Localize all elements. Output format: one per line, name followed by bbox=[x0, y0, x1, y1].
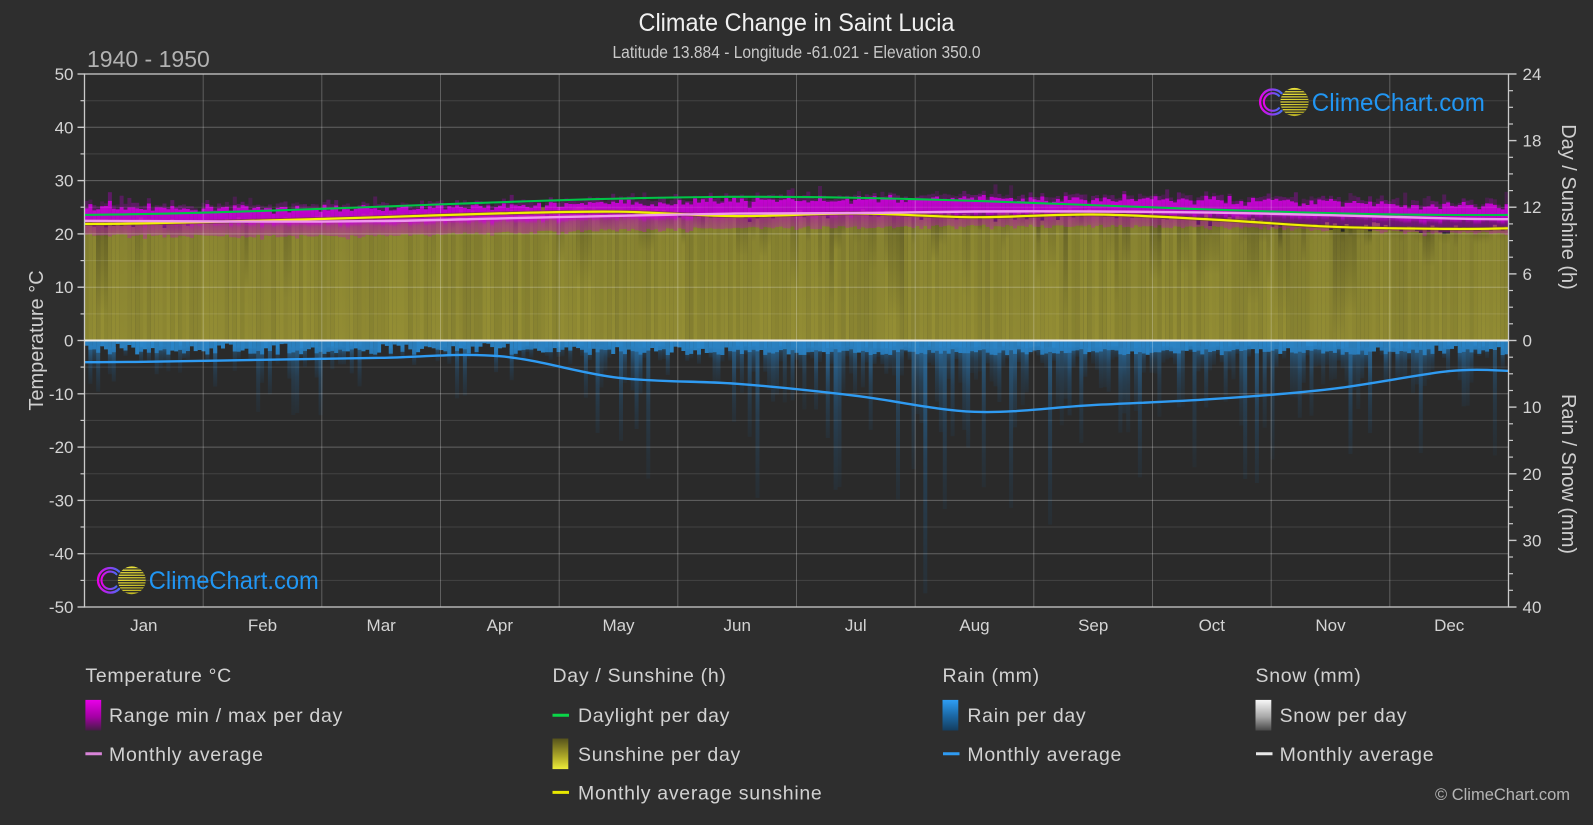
svg-text:Feb: Feb bbox=[248, 616, 277, 635]
svg-text:© ClimeChart.com: © ClimeChart.com bbox=[1435, 786, 1570, 804]
svg-text:Latitude 13.884 - Longitude -6: Latitude 13.884 - Longitude -61.021 - El… bbox=[613, 42, 981, 62]
svg-text:Oct: Oct bbox=[1199, 616, 1226, 635]
svg-text:0: 0 bbox=[1523, 332, 1532, 351]
svg-text:Daylight per day: Daylight per day bbox=[578, 705, 730, 727]
svg-text:Jun: Jun bbox=[723, 616, 750, 635]
svg-text:30: 30 bbox=[55, 172, 74, 191]
svg-text:Rain per day: Rain per day bbox=[967, 705, 1086, 727]
svg-text:10: 10 bbox=[1523, 398, 1542, 417]
svg-text:Monthly average: Monthly average bbox=[967, 744, 1122, 766]
svg-text:-10: -10 bbox=[49, 385, 74, 404]
svg-text:Monthly average: Monthly average bbox=[109, 744, 264, 766]
svg-text:Temperature °C: Temperature °C bbox=[85, 665, 232, 687]
svg-text:Day / Sunshine (h): Day / Sunshine (h) bbox=[553, 665, 727, 687]
svg-text:Climate Change in Saint Lucia: Climate Change in Saint Lucia bbox=[639, 9, 955, 37]
svg-text:40: 40 bbox=[55, 118, 74, 137]
svg-text:1940 - 1950: 1940 - 1950 bbox=[87, 46, 210, 72]
svg-text:ClimeChart.com: ClimeChart.com bbox=[1312, 89, 1485, 117]
svg-text:30: 30 bbox=[1523, 531, 1542, 550]
svg-text:Sep: Sep bbox=[1078, 616, 1108, 635]
svg-text:Jan: Jan bbox=[130, 616, 157, 635]
svg-text:Mar: Mar bbox=[367, 616, 397, 635]
svg-text:10: 10 bbox=[55, 278, 74, 297]
svg-text:6: 6 bbox=[1523, 265, 1532, 284]
svg-text:18: 18 bbox=[1523, 132, 1542, 151]
svg-text:Sunshine per day: Sunshine per day bbox=[578, 744, 741, 766]
svg-text:Range min / max per day: Range min / max per day bbox=[109, 705, 343, 727]
svg-text:-30: -30 bbox=[49, 491, 74, 510]
svg-text:Apr: Apr bbox=[487, 616, 514, 635]
svg-text:20: 20 bbox=[55, 225, 74, 244]
svg-text:Rain (mm): Rain (mm) bbox=[943, 665, 1040, 687]
svg-text:20: 20 bbox=[1523, 465, 1542, 484]
svg-text:40: 40 bbox=[1523, 598, 1542, 617]
svg-text:May: May bbox=[602, 616, 635, 635]
svg-text:Rain / Snow (mm): Rain / Snow (mm) bbox=[1557, 394, 1579, 554]
svg-text:ClimeChart.com: ClimeChart.com bbox=[149, 568, 319, 595]
svg-text:-40: -40 bbox=[49, 545, 74, 564]
svg-text:50: 50 bbox=[55, 65, 74, 84]
svg-text:0: 0 bbox=[64, 332, 73, 351]
svg-text:-20: -20 bbox=[49, 438, 74, 457]
svg-text:-50: -50 bbox=[49, 598, 74, 617]
svg-text:Aug: Aug bbox=[959, 616, 989, 635]
svg-text:Day / Sunshine (h): Day / Sunshine (h) bbox=[1557, 124, 1579, 290]
svg-text:Nov: Nov bbox=[1315, 616, 1346, 635]
svg-text:24: 24 bbox=[1523, 65, 1542, 84]
svg-text:Snow (mm): Snow (mm) bbox=[1256, 665, 1362, 687]
svg-text:12: 12 bbox=[1523, 198, 1542, 217]
svg-text:Snow per day: Snow per day bbox=[1280, 705, 1408, 727]
svg-text:Temperature °C: Temperature °C bbox=[26, 270, 48, 410]
svg-text:Monthly average: Monthly average bbox=[1280, 744, 1435, 766]
svg-text:Dec: Dec bbox=[1434, 616, 1465, 635]
svg-text:Jul: Jul bbox=[845, 616, 867, 635]
svg-text:Monthly average sunshine: Monthly average sunshine bbox=[578, 782, 822, 804]
